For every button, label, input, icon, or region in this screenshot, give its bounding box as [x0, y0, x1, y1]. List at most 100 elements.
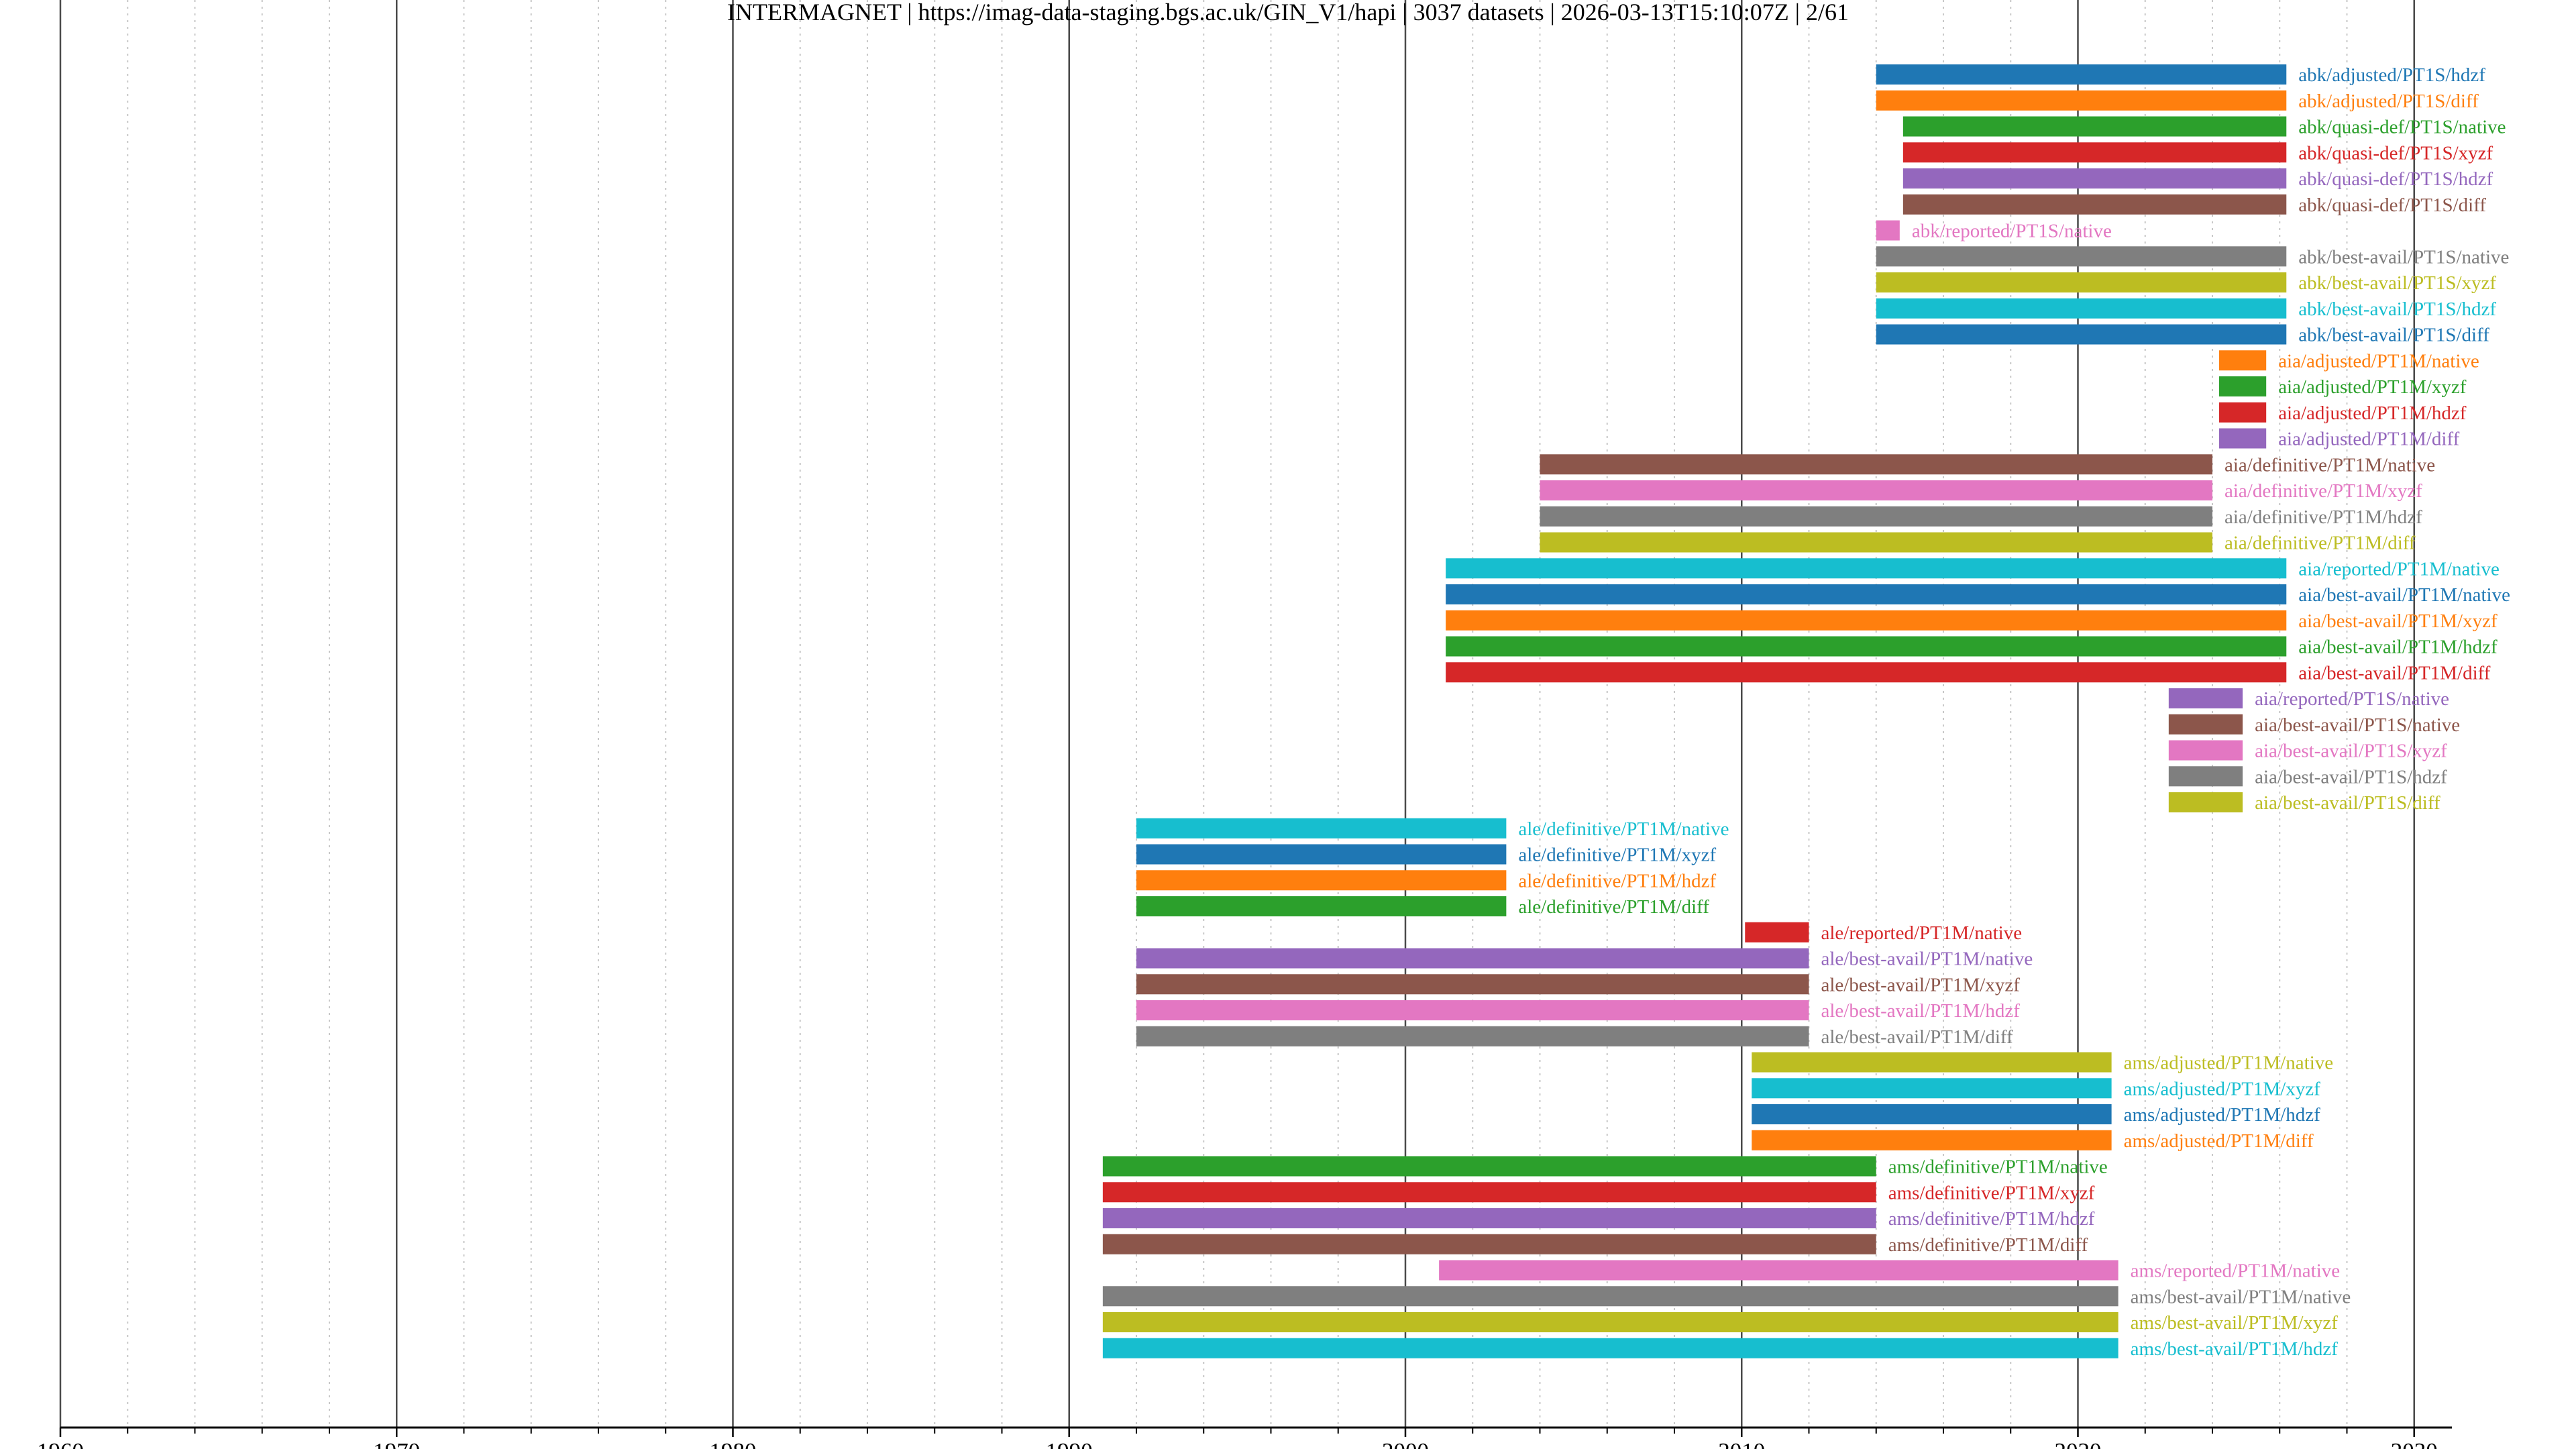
dataset-label: ale/definitive/PT1M/xyzf: [1518, 845, 1716, 866]
dataset-bar: [1102, 1312, 2118, 1332]
dataset-label: abk/quasi-def/PT1S/hdzf: [2298, 168, 2493, 190]
dataset-bar: [1745, 922, 1809, 943]
dataset-bar: [1439, 1260, 2118, 1281]
dataset-bar: [1876, 324, 2287, 345]
dataset-label: aia/reported/PT1M/native: [2298, 558, 2500, 580]
dataset-label: ams/adjusted/PT1M/hdzf: [2124, 1104, 2321, 1126]
x-tick-label: 2010: [1718, 1438, 1765, 1449]
grid-lines: [59, 0, 2415, 1428]
dataset-bar: [1540, 506, 2212, 527]
dataset-bar: [1446, 610, 2287, 631]
dataset-label: ams/definitive/PT1M/native: [1888, 1157, 2108, 1178]
dataset-label: aia/best-avail/PT1M/native: [2298, 584, 2510, 606]
dataset-label: aia/adjusted/PT1M/xyzf: [2278, 376, 2467, 398]
x-tick-label: 2000: [1382, 1438, 1429, 1449]
dataset-label: aia/definitive/PT1M/hdzf: [2224, 506, 2422, 528]
chart-title: INTERMAGNET | https://imag-data-staging.…: [727, 0, 1849, 25]
x-tick-label: 1960: [37, 1438, 84, 1449]
dataset-label: ale/definitive/PT1M/diff: [1518, 896, 1709, 918]
dataset-bar: [2168, 740, 2243, 761]
dataset-bar: [1136, 870, 1507, 891]
dataset-label: aia/adjusted/PT1M/diff: [2278, 429, 2459, 450]
dataset-label: aia/definitive/PT1M/xyzf: [2224, 480, 2422, 502]
dataset-label: abk/quasi-def/PT1S/diff: [2298, 195, 2486, 216]
dataset-bar: [1102, 1338, 2118, 1358]
dataset-label: ale/definitive/PT1M/hdzf: [1518, 870, 1716, 892]
dataset-label: aia/best-avail/PT1S/hdzf: [2255, 766, 2447, 788]
dataset-label: aia/best-avail/PT1M/diff: [2298, 662, 2491, 684]
dataset-bar: [2168, 766, 2243, 787]
dataset-bar: [1136, 1026, 1809, 1046]
dataset-bar: [1102, 1182, 1876, 1203]
dataset-label: aia/definitive/PT1M/diff: [2224, 533, 2416, 554]
dataset-bar: [1540, 480, 2212, 500]
dataset-bar: [2168, 792, 2243, 812]
dataset-label: aia/best-avail/PT1S/xyzf: [2255, 741, 2447, 762]
dataset-bar: [1902, 116, 2287, 137]
dataset-label: ams/best-avail/PT1M/hdzf: [2131, 1338, 2339, 1360]
dataset-label: ams/adjusted/PT1M/diff: [2124, 1130, 2314, 1152]
dataset-label: aia/definitive/PT1M/native: [2224, 454, 2435, 476]
dataset-label: aia/best-avail/PT1M/xyzf: [2298, 610, 2498, 632]
dataset-bar: [1102, 1286, 2118, 1307]
dataset-label: ale/best-avail/PT1M/native: [1821, 949, 2033, 970]
dataset-bar: [1540, 532, 2212, 553]
dataset-label: abk/quasi-def/PT1S/native: [2298, 117, 2506, 138]
x-tick-label: 1980: [710, 1438, 757, 1449]
dataset-bar: [1902, 142, 2287, 163]
dataset-bar: [1752, 1104, 2112, 1124]
dataset-label: ams/definitive/PT1M/xyzf: [1888, 1182, 2095, 1203]
dataset-bar: [1136, 948, 1809, 969]
dataset-label: abk/best-avail/PT1S/xyzf: [2298, 272, 2496, 294]
dataset-bar: [1540, 454, 2212, 475]
dataset-bar: [1136, 896, 1507, 916]
dataset-label: ale/definitive/PT1M/native: [1518, 818, 1729, 840]
dataset-bar: [1876, 220, 1900, 241]
dataset-bar: [1876, 272, 2287, 292]
dataset-bar: [1876, 298, 2287, 319]
dataset-bar: [2219, 376, 2267, 396]
dataset-label: ams/adjusted/PT1M/native: [2124, 1053, 2334, 1074]
dataset-bar: [1136, 974, 1809, 995]
dataset-bar: [1102, 1234, 1876, 1254]
dataset-bar: [1446, 558, 2287, 579]
dataset-bar: [1102, 1208, 1876, 1228]
dataset-label: ale/best-avail/PT1M/diff: [1821, 1026, 2014, 1048]
dataset-label: abk/adjusted/PT1S/hdzf: [2298, 64, 2485, 86]
dataset-label: aia/best-avail/PT1S/diff: [2255, 792, 2440, 814]
dataset-label: abk/quasi-def/PT1S/xyzf: [2298, 142, 2493, 164]
dataset-bar: [1902, 168, 2287, 189]
dataset-bar: [1876, 90, 2287, 111]
dataset-bar: [1902, 194, 2287, 215]
dataset-bar: [2168, 688, 2243, 708]
dataset-bar: [1446, 584, 2287, 604]
dataset-bar: [1752, 1078, 2112, 1099]
dataset-label: ale/best-avail/PT1M/hdzf: [1821, 1000, 2021, 1022]
x-tick-label: 2030: [2391, 1438, 2438, 1449]
dataset-bar: [1136, 818, 1507, 839]
dataset-label: abk/reported/PT1S/native: [1912, 221, 2112, 242]
dataset-label: abk/best-avail/PT1S/hdzf: [2298, 299, 2496, 320]
x-tick-label: 1970: [373, 1438, 420, 1449]
dataset-bar: [2219, 350, 2267, 371]
dataset-bar: [1876, 64, 2287, 85]
dataset-label: ams/adjusted/PT1M/xyzf: [2124, 1078, 2321, 1099]
dataset-bar: [1876, 246, 2287, 267]
dataset-bar: [1102, 1156, 1876, 1177]
dataset-bar: [2219, 428, 2267, 449]
dataset-bar: [1446, 636, 2287, 657]
dataset-label: ams/reported/PT1M/native: [2131, 1260, 2341, 1282]
dataset-bar: [2168, 714, 2243, 735]
dataset-bar: [1136, 1000, 1809, 1020]
dataset-label: ale/reported/PT1M/native: [1821, 922, 2023, 944]
dataset-label: ale/best-avail/PT1M/xyzf: [1821, 974, 2021, 996]
dataset-label: ams/definitive/PT1M/diff: [1888, 1234, 2088, 1256]
dataset-label: abk/best-avail/PT1S/native: [2298, 246, 2509, 268]
dataset-bars: [1102, 64, 2287, 1358]
dataset-bar: [2219, 402, 2267, 423]
dataset-label: ams/definitive/PT1M/hdzf: [1888, 1208, 2095, 1230]
dataset-bar: [1136, 844, 1507, 865]
dataset-label: aia/best-avail/PT1M/hdzf: [2298, 637, 2498, 658]
